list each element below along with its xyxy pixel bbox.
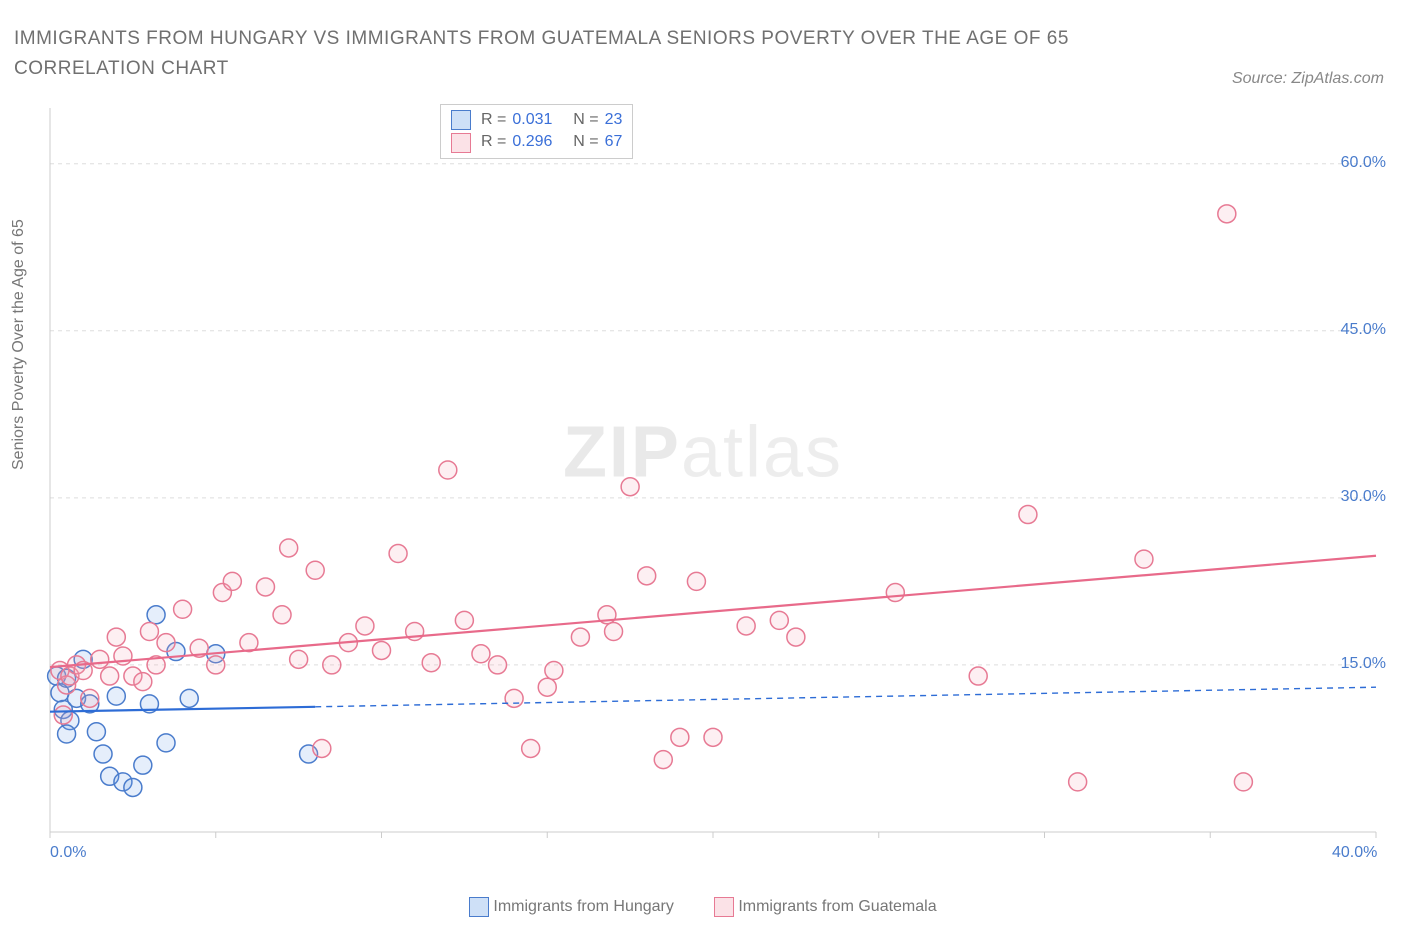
y-tick-label: 60.0%	[1341, 154, 1386, 172]
y-axis-label: Seniors Poverty Over the Age of 65	[10, 219, 28, 470]
r-label: R =	[481, 109, 506, 131]
source-attribution: Source: ZipAtlas.com	[1232, 70, 1384, 88]
swatch-hungary	[451, 110, 471, 130]
n-label: N =	[573, 109, 598, 131]
legend-series: Immigrants from Hungary Immigrants from …	[0, 897, 1406, 922]
legend-item-guatemala: Immigrants from Guatemala	[714, 897, 936, 917]
legend-item-hungary: Immigrants from Hungary	[469, 897, 674, 917]
legend-row-guatemala: R = 0.296 N = 67	[451, 131, 622, 153]
chart-svg	[44, 102, 1382, 862]
x-tick-label: 40.0%	[1332, 844, 1377, 862]
r-value-hungary: 0.031	[512, 109, 552, 131]
n-label: N =	[573, 131, 598, 153]
y-tick-label: 45.0%	[1341, 321, 1386, 339]
r-value-guatemala: 0.296	[512, 131, 552, 153]
swatch-guatemala-icon	[714, 897, 734, 917]
y-tick-label: 15.0%	[1341, 655, 1386, 673]
swatch-hungary-icon	[469, 897, 489, 917]
legend-row-hungary: R = 0.031 N = 23	[451, 109, 622, 131]
chart-title: IMMIGRANTS FROM HUNGARY VS IMMIGRANTS FR…	[14, 24, 1074, 85]
y-tick-label: 30.0%	[1341, 488, 1386, 506]
swatch-guatemala	[451, 133, 471, 153]
scatter-plot	[44, 102, 1382, 862]
r-label: R =	[481, 131, 506, 153]
legend-label-hungary: Immigrants from Hungary	[493, 898, 674, 916]
legend-correlation: R = 0.031 N = 23 R = 0.296 N = 67	[440, 104, 633, 159]
n-value-guatemala: 67	[605, 131, 623, 153]
x-tick-label: 0.0%	[50, 844, 86, 862]
n-value-hungary: 23	[605, 109, 623, 131]
legend-label-guatemala: Immigrants from Guatemala	[738, 898, 936, 916]
